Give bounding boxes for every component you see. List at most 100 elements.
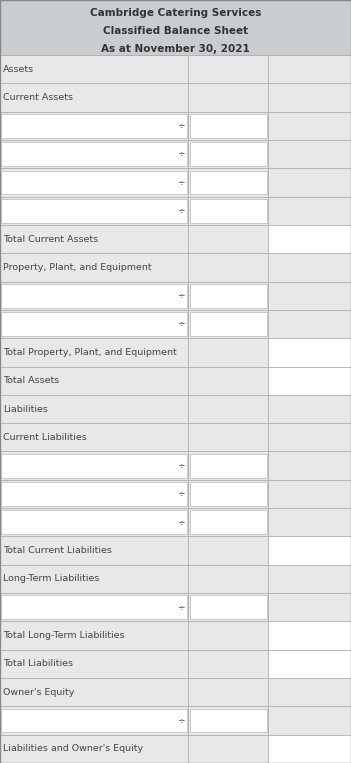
Bar — [0, 0, 351, 55]
Bar — [190, 171, 267, 195]
Bar — [190, 114, 267, 137]
Bar — [0, 338, 188, 366]
Bar — [190, 595, 267, 619]
Bar — [268, 707, 351, 735]
Bar — [190, 709, 267, 732]
Text: Liabilities: Liabilities — [3, 404, 48, 414]
Bar — [188, 621, 268, 650]
Bar — [1, 171, 187, 195]
Bar — [188, 140, 268, 169]
Bar — [188, 423, 268, 452]
Bar — [190, 510, 267, 534]
Text: Total Liabilities: Total Liabilities — [3, 659, 73, 668]
Bar — [268, 55, 351, 83]
Bar — [268, 197, 351, 225]
Bar — [188, 394, 268, 423]
Text: ÷: ÷ — [177, 206, 185, 215]
Bar — [268, 338, 351, 366]
Bar — [190, 482, 267, 506]
Bar — [188, 480, 268, 508]
Bar — [188, 55, 268, 83]
Bar — [1, 199, 187, 223]
Bar — [190, 454, 267, 478]
Bar — [0, 253, 188, 282]
Text: Total Long-Term Liabilities: Total Long-Term Liabilities — [3, 631, 124, 640]
Text: ÷: ÷ — [177, 461, 185, 470]
Text: ÷: ÷ — [177, 716, 185, 725]
Text: ÷: ÷ — [177, 518, 185, 526]
Bar — [188, 197, 268, 225]
Bar — [188, 452, 268, 480]
Bar — [188, 678, 268, 707]
Bar — [190, 284, 267, 307]
Text: ÷: ÷ — [177, 178, 185, 187]
Bar — [268, 140, 351, 169]
Bar — [268, 310, 351, 338]
Bar — [268, 282, 351, 310]
Bar — [188, 338, 268, 366]
Bar — [1, 454, 187, 478]
Bar — [0, 83, 188, 111]
Bar — [0, 310, 188, 338]
Bar — [188, 366, 268, 394]
Bar — [268, 394, 351, 423]
Bar — [188, 735, 268, 763]
Text: Total Assets: Total Assets — [3, 376, 59, 385]
Bar — [188, 253, 268, 282]
Bar — [268, 536, 351, 565]
Bar — [0, 225, 188, 253]
Bar — [188, 508, 268, 536]
Bar — [268, 593, 351, 621]
Text: Classified Balance Sheet: Classified Balance Sheet — [103, 26, 248, 36]
Text: Liabilities and Owner's Equity: Liabilities and Owner's Equity — [3, 745, 143, 753]
Bar — [268, 565, 351, 593]
Bar — [0, 55, 188, 83]
Bar — [268, 423, 351, 452]
Bar — [0, 650, 188, 678]
Bar — [268, 621, 351, 650]
Bar — [188, 565, 268, 593]
Bar — [0, 282, 188, 310]
Bar — [268, 225, 351, 253]
Bar — [1, 709, 187, 732]
Text: Property, Plant, and Equipment: Property, Plant, and Equipment — [3, 263, 151, 272]
Text: Total Current Liabilities: Total Current Liabilities — [3, 546, 112, 555]
Bar — [0, 707, 188, 735]
Bar — [268, 508, 351, 536]
Bar — [1, 595, 187, 619]
Bar — [1, 114, 187, 137]
Bar — [0, 169, 188, 197]
Bar — [188, 225, 268, 253]
Bar — [1, 312, 187, 336]
Bar — [0, 678, 188, 707]
Bar — [188, 169, 268, 197]
Bar — [268, 452, 351, 480]
Bar — [1, 284, 187, 307]
Bar — [0, 140, 188, 169]
Text: Long-Term Liabilities: Long-Term Liabilities — [3, 575, 99, 584]
Bar — [188, 650, 268, 678]
Bar — [0, 480, 188, 508]
Text: ÷: ÷ — [177, 320, 185, 329]
Bar — [268, 253, 351, 282]
Bar — [188, 593, 268, 621]
Bar — [268, 83, 351, 111]
Bar — [190, 199, 267, 223]
Bar — [0, 536, 188, 565]
Bar — [188, 282, 268, 310]
Bar — [0, 197, 188, 225]
Bar — [268, 480, 351, 508]
Text: ÷: ÷ — [177, 489, 185, 498]
Bar — [268, 366, 351, 394]
Bar — [0, 423, 188, 452]
Bar — [190, 312, 267, 336]
Bar — [0, 111, 188, 140]
Text: Owner's Equity: Owner's Equity — [3, 687, 74, 697]
Text: Cambridge Catering Services: Cambridge Catering Services — [90, 8, 261, 18]
Bar — [0, 593, 188, 621]
Bar — [268, 650, 351, 678]
Text: ÷: ÷ — [177, 150, 185, 159]
Text: As at November 30, 2021: As at November 30, 2021 — [101, 44, 250, 54]
Bar — [190, 142, 267, 166]
Bar — [268, 111, 351, 140]
